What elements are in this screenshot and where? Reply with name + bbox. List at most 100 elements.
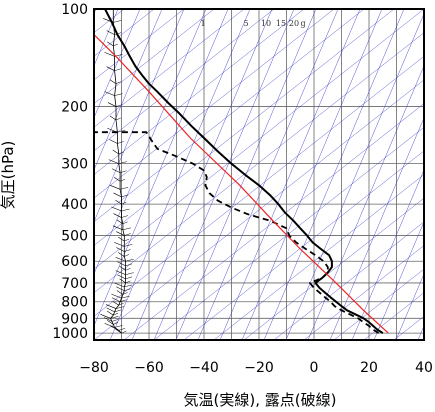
dry-adiabat-line bbox=[153, 126, 424, 340]
wind-barb bbox=[114, 309, 122, 313]
wind-barb bbox=[113, 213, 122, 218]
wind-barb bbox=[118, 236, 125, 242]
wind-barb bbox=[107, 320, 114, 325]
wind-barb bbox=[115, 117, 121, 121]
isotherm-line bbox=[219, 9, 361, 340]
wind-barb bbox=[111, 168, 121, 174]
y-tick-label: 100 bbox=[61, 2, 88, 18]
plot-frame bbox=[93, 8, 425, 341]
wind-barb bbox=[113, 177, 121, 182]
wind-barb bbox=[105, 304, 117, 309]
mixing-ratio-label: 15 bbox=[276, 19, 286, 28]
dry-adiabat-line bbox=[423, 339, 424, 340]
mixing-ratio-label: 1 bbox=[200, 19, 205, 28]
wind-barb bbox=[112, 300, 119, 306]
dry-adiabat-line bbox=[94, 79, 424, 340]
wind-barb bbox=[115, 81, 121, 84]
y-tick-label: 1000 bbox=[52, 326, 88, 342]
mixing-ratio-label: 10 bbox=[261, 19, 271, 28]
wind-barb bbox=[122, 221, 128, 225]
wind-barb bbox=[113, 192, 122, 198]
isotherm-line bbox=[417, 325, 424, 340]
wind-barb bbox=[112, 149, 119, 155]
wind-barb bbox=[125, 276, 133, 280]
wind-barb bbox=[112, 225, 123, 231]
wind-barb bbox=[117, 274, 126, 280]
isotherm-line bbox=[131, 9, 273, 340]
wind-barb bbox=[104, 323, 115, 328]
dry-adiabat-line bbox=[123, 103, 424, 340]
wind-barb bbox=[116, 286, 125, 292]
wind-barb bbox=[110, 316, 119, 319]
wind-barb bbox=[121, 201, 127, 205]
y-tick-label: 800 bbox=[61, 295, 88, 311]
wind-barb bbox=[124, 244, 133, 247]
x-tick-label: 40 bbox=[415, 360, 433, 376]
y-tick-label: 400 bbox=[61, 197, 88, 213]
wind-barb bbox=[116, 219, 124, 225]
wind-barb bbox=[111, 297, 121, 302]
wind-barb bbox=[118, 161, 127, 164]
y-tick-label: 300 bbox=[61, 157, 88, 173]
wind-barb bbox=[115, 199, 122, 205]
dry-adiabat-line bbox=[333, 268, 424, 340]
wind-barb bbox=[120, 187, 129, 190]
wind-barb bbox=[120, 170, 127, 173]
dry-adiabat-line bbox=[273, 221, 424, 340]
wind-barb bbox=[124, 249, 131, 252]
wind-barb bbox=[117, 261, 126, 267]
dry-adiabat-line bbox=[94, 9, 245, 128]
wind-barb bbox=[111, 293, 122, 299]
wind-barb bbox=[118, 302, 124, 306]
mixing-ratio-labels: 1 5 10 15 20 g bbox=[200, 19, 305, 28]
wind-barb bbox=[106, 307, 115, 313]
wind-barb bbox=[104, 91, 115, 96]
isotherm-line bbox=[197, 9, 339, 340]
dry-adiabat-line bbox=[94, 9, 335, 199]
dry-adiabat-line bbox=[213, 174, 424, 340]
y-tick-label: 600 bbox=[61, 254, 88, 270]
wind-barb bbox=[125, 280, 131, 284]
dry-adiabat-line bbox=[94, 9, 395, 246]
x-tick-label: 0 bbox=[310, 360, 319, 376]
wind-barb bbox=[100, 314, 111, 319]
wind-barb bbox=[125, 268, 131, 271]
dry-adiabat-line bbox=[303, 245, 424, 340]
wind-barb bbox=[124, 233, 131, 236]
wind-barb bbox=[108, 159, 119, 164]
wind-barb bbox=[110, 326, 119, 331]
y-tick-label: 700 bbox=[61, 276, 88, 292]
wind-barb bbox=[110, 185, 121, 190]
dry-adiabat-line bbox=[243, 197, 424, 340]
isotherm-line bbox=[373, 221, 424, 340]
mixing-ratio-label: g bbox=[300, 19, 305, 28]
temperature-line bbox=[104, 9, 384, 334]
isotherm-layer bbox=[94, 9, 424, 340]
wind-barb bbox=[107, 310, 114, 316]
wind-barb bbox=[115, 306, 125, 309]
wind-barb bbox=[116, 231, 125, 236]
wind-barb bbox=[119, 278, 126, 284]
x-tick-label: −20 bbox=[244, 360, 274, 376]
wind-barb bbox=[109, 115, 117, 121]
x-tick-label: 20 bbox=[360, 360, 378, 376]
wind-barb bbox=[118, 328, 126, 331]
isotherm-line bbox=[109, 9, 251, 340]
dry-adiabat-line bbox=[94, 9, 305, 175]
wind-barb bbox=[114, 325, 123, 328]
x-tick-label: −40 bbox=[189, 360, 219, 376]
series-layer bbox=[94, 9, 389, 334]
x-axis-title: 気温(実線), 露点(破線) bbox=[184, 391, 337, 409]
y-axis-title: 気圧(hPa) bbox=[0, 141, 17, 210]
x-axis-ticks: −80 −60 −40 −20 0 20 40 bbox=[79, 360, 433, 376]
wind-barb bbox=[114, 93, 123, 96]
y-tick-label: 200 bbox=[61, 100, 88, 116]
wind-barb bbox=[107, 102, 117, 107]
wind-barb bbox=[124, 254, 130, 257]
isotherm-line bbox=[285, 13, 424, 340]
wind-barb bbox=[115, 270, 126, 275]
isotherm-line bbox=[94, 9, 229, 327]
wind-barb bbox=[122, 292, 128, 295]
